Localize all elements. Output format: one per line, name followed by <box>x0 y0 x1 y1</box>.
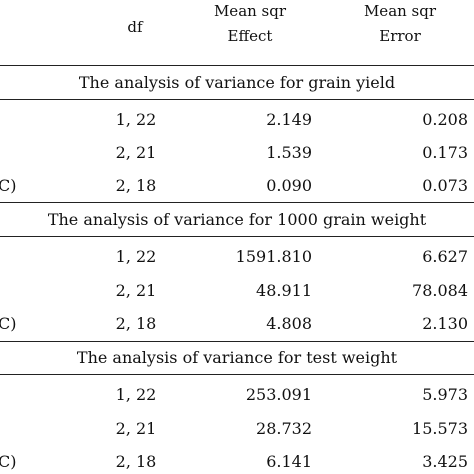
header-mean-sqr-effect: Mean sqr Effect <box>195 0 305 47</box>
section-title: The analysis of variance for test weight <box>76 348 398 367</box>
row-error: 78.084 <box>412 281 468 300</box>
row-effect: 253.091 <box>245 385 312 404</box>
row-error: 5.973 <box>422 385 468 404</box>
row-df: 2, 18 <box>115 176 157 195</box>
row-effect: 6.141 <box>266 452 312 471</box>
row-df: 1, 22 <box>115 110 157 129</box>
row-error: 15.573 <box>412 419 468 438</box>
rule-section-end <box>0 202 474 203</box>
row-df: 2, 21 <box>115 419 157 438</box>
row-effect: 2.149 <box>266 110 312 129</box>
header-mean-sqr-error: Mean sqr Error <box>345 0 455 47</box>
header-error-line1: Mean sqr <box>363 2 437 20</box>
row-effect: 1591.810 <box>235 247 312 266</box>
rule-header <box>0 65 474 66</box>
row-label: C) <box>0 314 17 333</box>
row-df: 2, 18 <box>115 314 157 333</box>
row-df: 2, 21 <box>115 281 157 300</box>
row-error: 0.173 <box>422 143 468 162</box>
row-effect: 4.808 <box>266 314 312 333</box>
row-error: 0.073 <box>422 176 468 195</box>
section-title: The analysis of variance for 1000 grain … <box>47 210 427 229</box>
rule-section <box>0 374 474 375</box>
header-effect-line1: Mean sqr <box>213 2 287 20</box>
row-label: C) <box>0 452 17 471</box>
rule-section <box>0 236 474 237</box>
row-error: 0.208 <box>422 110 468 129</box>
header-error-line2: Error <box>379 27 421 45</box>
row-label: C) <box>0 176 17 195</box>
row-effect: 1.539 <box>266 143 312 162</box>
rule-section-end <box>0 341 474 342</box>
rule-section <box>0 99 474 100</box>
row-error: 3.425 <box>422 452 468 471</box>
section-title: The analysis of variance for grain yield <box>78 73 396 92</box>
row-df: 1, 22 <box>115 247 157 266</box>
row-effect: 28.732 <box>256 419 312 438</box>
header-df: df <box>127 18 143 36</box>
row-effect: 48.911 <box>256 281 312 300</box>
row-df: 2, 21 <box>115 143 157 162</box>
row-df: 2, 18 <box>115 452 157 471</box>
row-error: 6.627 <box>422 247 468 266</box>
row-effect: 0.090 <box>266 176 312 195</box>
row-error: 2.130 <box>422 314 468 333</box>
header-effect-line2: Effect <box>227 27 273 45</box>
row-df: 1, 22 <box>115 385 157 404</box>
